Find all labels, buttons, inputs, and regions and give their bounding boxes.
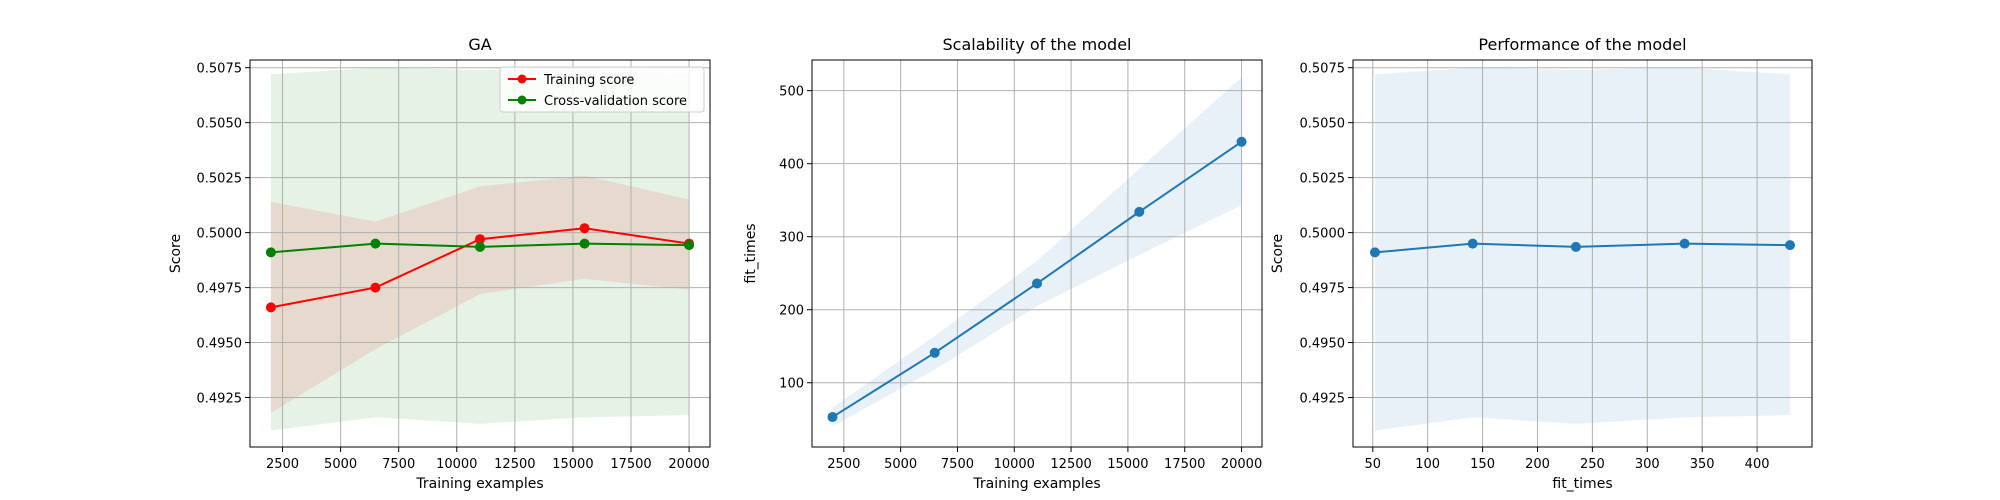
data-point bbox=[1134, 206, 1145, 217]
legend-item-training: Training score bbox=[508, 73, 634, 88]
x-tick-label: 10000 bbox=[436, 457, 477, 472]
data-point bbox=[370, 238, 381, 249]
x-tick-label: 2500 bbox=[827, 457, 860, 472]
x-tick-label: 250 bbox=[1580, 457, 1605, 472]
data-point bbox=[1467, 238, 1478, 249]
y-tick-label: 0.5025 bbox=[1300, 172, 1346, 187]
x-axis-label: fit_times bbox=[1552, 476, 1612, 492]
y-tick-label: 0.4950 bbox=[1300, 337, 1346, 352]
x-tick-label: 20000 bbox=[1221, 457, 1262, 472]
data-point bbox=[684, 240, 695, 251]
data-point bbox=[1785, 240, 1796, 251]
y-tick-label: 0.5075 bbox=[197, 62, 243, 77]
y-tick-label: 100 bbox=[779, 377, 804, 392]
x-axis-label: Training examples bbox=[415, 476, 543, 492]
x-tick-label: 7500 bbox=[941, 457, 974, 472]
legend-marker-training bbox=[517, 74, 527, 84]
x-tick-label: 17500 bbox=[1164, 457, 1205, 472]
panel-performance: 50 100 150 200 250 300 350 400 0.4925 0.4950 0.497… bbox=[1270, 35, 1813, 492]
x-tick-label: 15000 bbox=[1107, 457, 1148, 472]
y-tick-label: 0.4975 bbox=[197, 282, 243, 297]
data-point bbox=[827, 412, 838, 423]
panel-ga: 2500 5000 7500 10000 12500 15000 17500 20000 0.4… bbox=[168, 35, 711, 492]
x-tick-label: 2500 bbox=[266, 457, 299, 472]
y-tick-label: 0.5025 bbox=[197, 172, 243, 187]
y-axis-label: Score bbox=[168, 234, 184, 273]
panel-scalability: 2500 5000 7500 10000 12500 15000 17500 20000 100… bbox=[743, 35, 1263, 492]
y-tick-label: 0.4975 bbox=[1300, 282, 1346, 297]
y-tick-label: 200 bbox=[779, 304, 804, 319]
legend-box bbox=[499, 66, 705, 113]
x-tick-label: 5000 bbox=[324, 457, 357, 472]
x-tick-label: 200 bbox=[1525, 457, 1550, 472]
confidence-band bbox=[1374, 67, 1791, 431]
x-tick-label: 12500 bbox=[494, 457, 535, 472]
y-tick-label: 0.5050 bbox=[197, 117, 243, 132]
data-point bbox=[1032, 278, 1042, 289]
y-tick-label: 400 bbox=[779, 158, 804, 173]
legend-label-training: Training score bbox=[543, 73, 634, 88]
data-point bbox=[579, 223, 590, 234]
y-tick-label: 0.5000 bbox=[1300, 227, 1346, 242]
x-tick-label: 15000 bbox=[552, 457, 593, 472]
data-point bbox=[1570, 241, 1581, 252]
x-tick-label: 150 bbox=[1470, 457, 1495, 472]
data-point bbox=[1369, 247, 1380, 258]
chart-title: Scalability of the model bbox=[943, 35, 1132, 54]
axes-frame bbox=[1352, 59, 1813, 448]
axes-frame bbox=[811, 59, 1263, 448]
x-tick-label: 50 bbox=[1364, 457, 1381, 472]
y-tick-label: 500 bbox=[779, 85, 804, 100]
x-tick-label: 300 bbox=[1635, 457, 1660, 472]
confidence-band bbox=[270, 175, 690, 413]
x-tick-label: 100 bbox=[1415, 457, 1440, 472]
chart-title: GA bbox=[468, 35, 491, 54]
legend: Training score Cross-validation score bbox=[499, 66, 705, 113]
y-tick-label: 0.4925 bbox=[1300, 392, 1346, 407]
data-point bbox=[475, 234, 485, 245]
data-point bbox=[370, 282, 381, 293]
data-point bbox=[265, 302, 276, 313]
y-tick-label: 300 bbox=[779, 231, 804, 246]
data-point bbox=[1236, 136, 1247, 147]
x-axis-label: Training examples bbox=[972, 476, 1100, 492]
data-point bbox=[265, 247, 276, 258]
legend-item-cross-validation: Cross-validation score bbox=[508, 94, 687, 109]
chart-title: Performance of the model bbox=[1478, 35, 1686, 54]
confidence-band bbox=[832, 77, 1242, 427]
x-tick-label: 17500 bbox=[610, 457, 651, 472]
y-tick-label: 0.5000 bbox=[197, 227, 243, 242]
y-axis-label: Score bbox=[1270, 234, 1286, 273]
x-tick-label: 20000 bbox=[668, 457, 709, 472]
x-tick-label: 10000 bbox=[994, 457, 1035, 472]
axes-frame bbox=[249, 59, 711, 448]
x-tick-label: 7500 bbox=[382, 457, 415, 472]
y-tick-label: 0.5050 bbox=[1300, 117, 1346, 132]
x-tick-label: 5000 bbox=[884, 457, 917, 472]
y-axis-label: fit_times bbox=[743, 223, 759, 283]
x-tick-label: 350 bbox=[1690, 457, 1715, 472]
x-tick-label: 12500 bbox=[1050, 457, 1091, 472]
data-point bbox=[1679, 238, 1690, 249]
x-tick-label: 400 bbox=[1745, 457, 1770, 472]
data-point bbox=[929, 347, 940, 358]
legend-label-cross-validation: Cross-validation score bbox=[544, 94, 687, 109]
y-tick-label: 0.4925 bbox=[197, 392, 243, 407]
y-tick-label: 0.4950 bbox=[197, 337, 243, 352]
legend-marker-cross-validation bbox=[517, 95, 527, 105]
y-tick-label: 0.5075 bbox=[1300, 62, 1346, 77]
data-point bbox=[579, 238, 590, 249]
data-point bbox=[475, 241, 485, 252]
